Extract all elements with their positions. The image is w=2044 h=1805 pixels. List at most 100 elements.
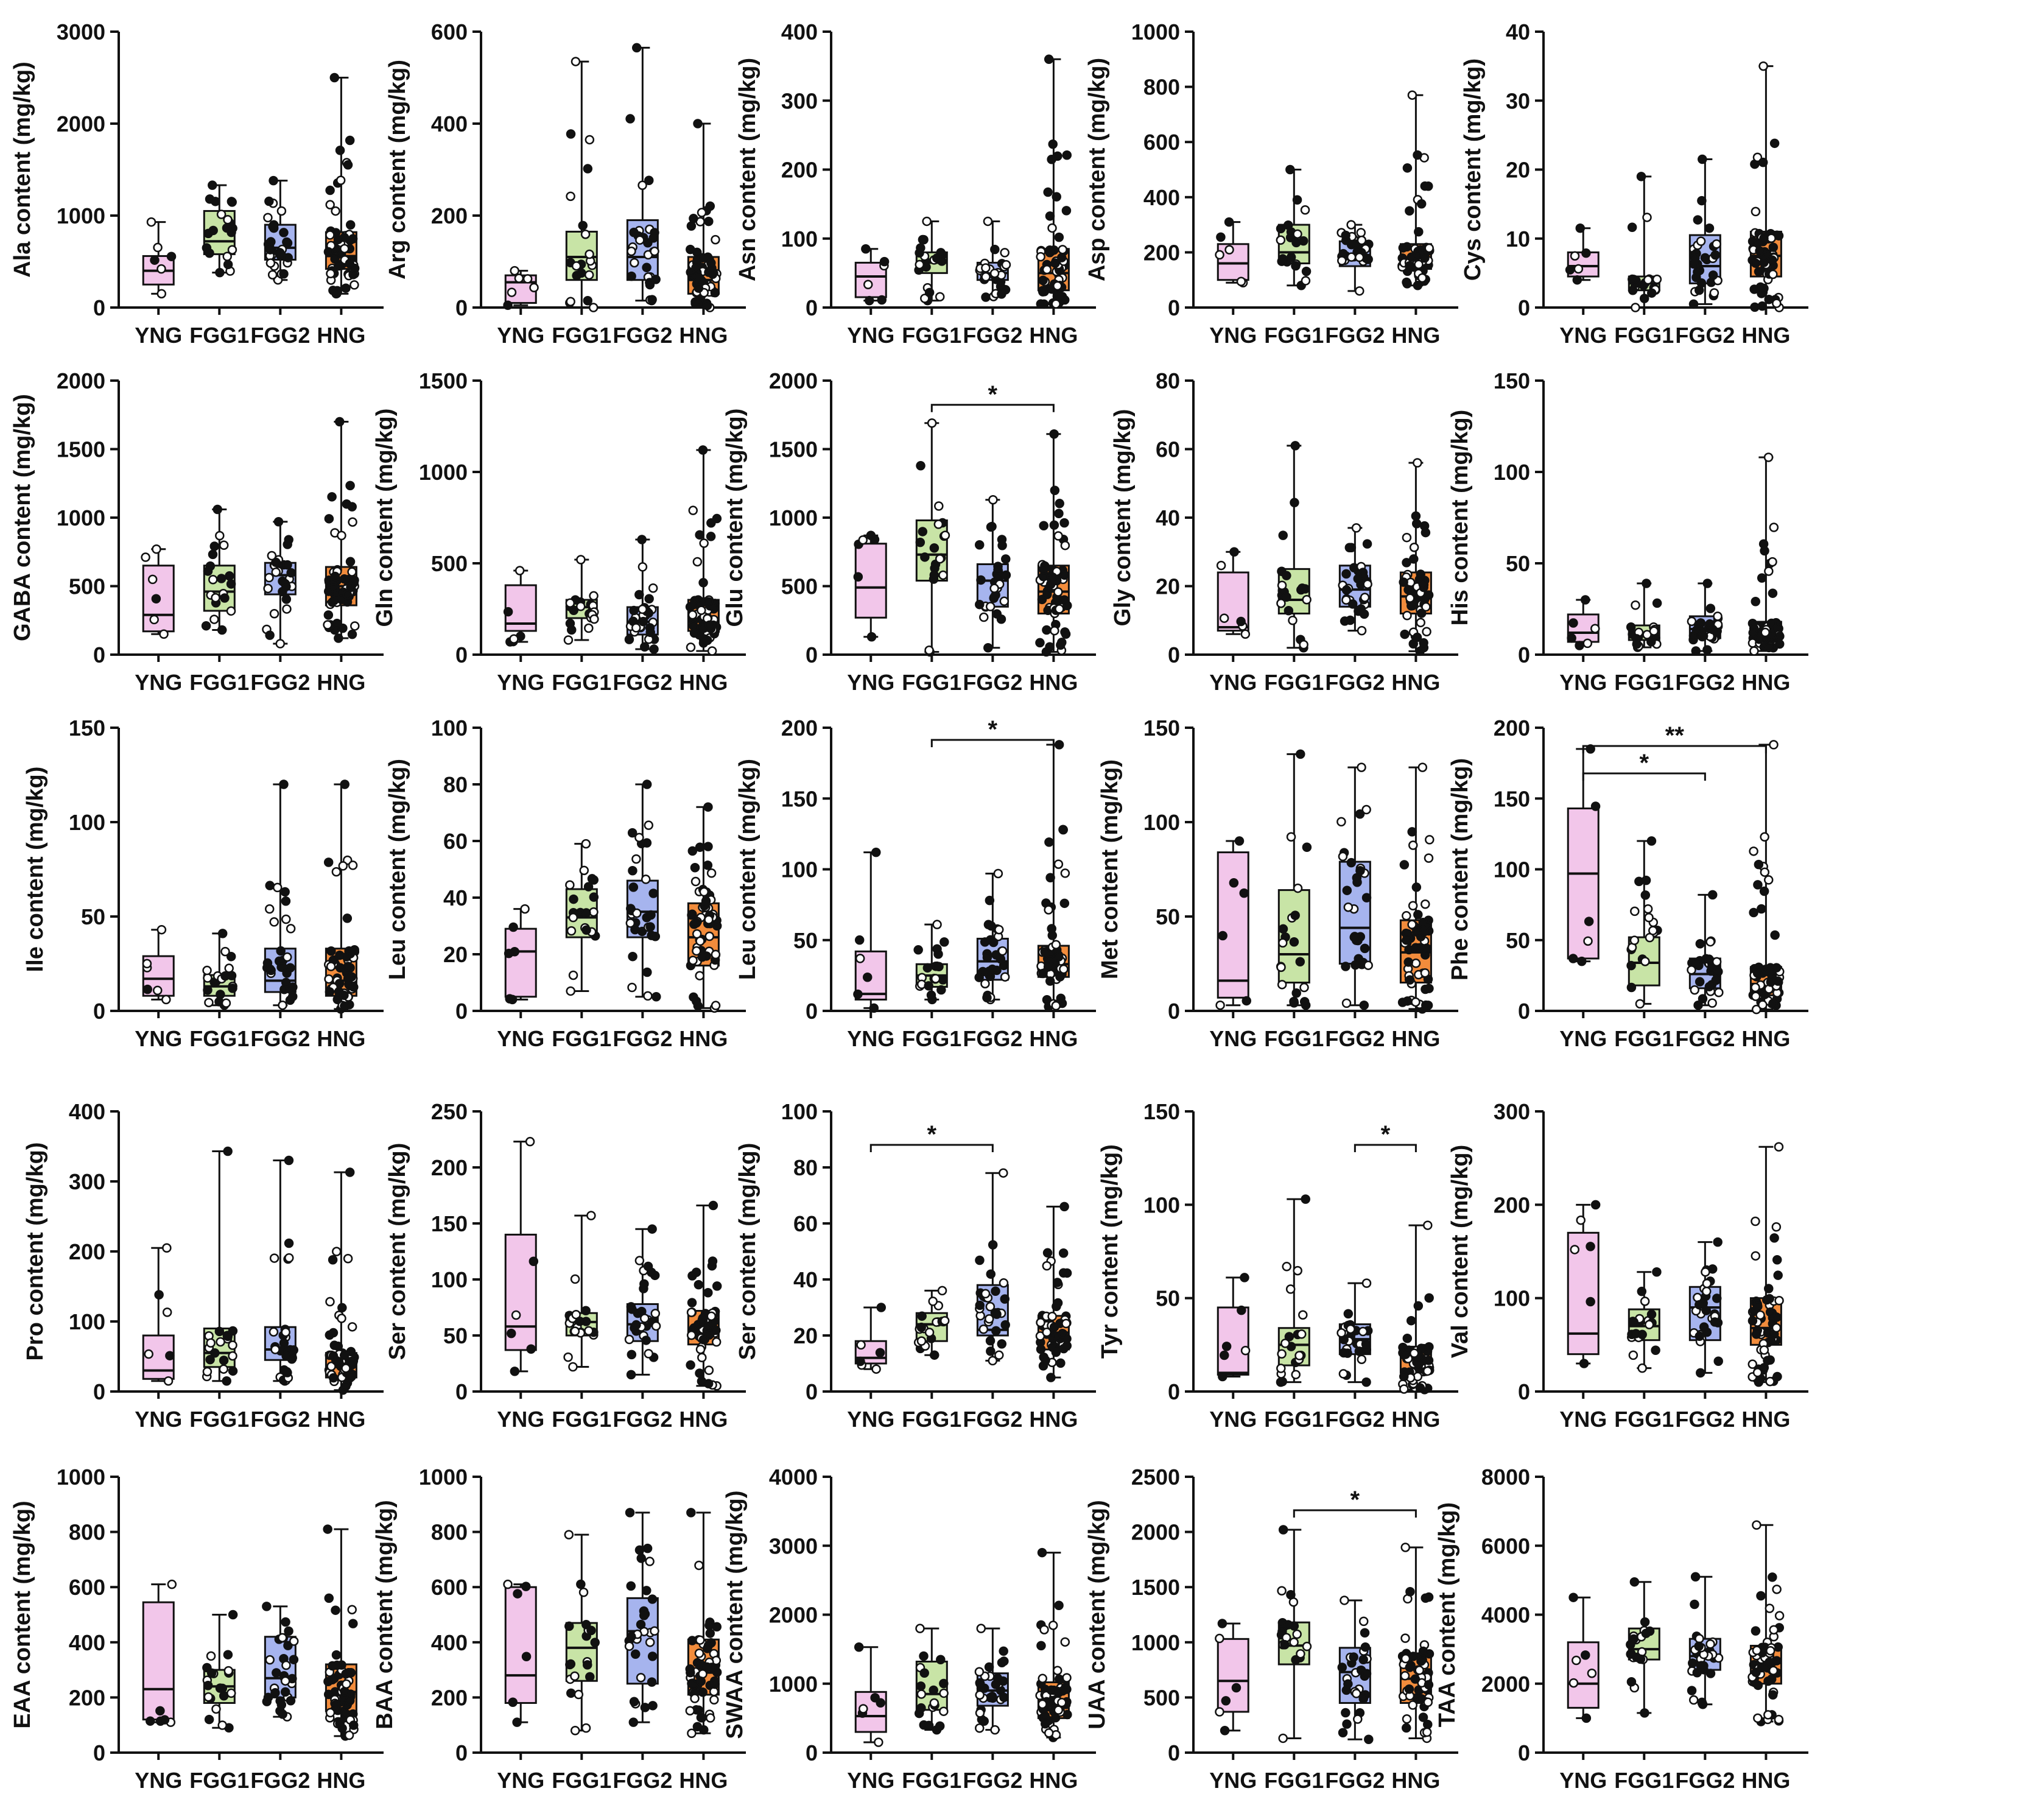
data-point: [1057, 1698, 1067, 1708]
data-point: [916, 1689, 927, 1699]
data-point: [584, 1326, 594, 1336]
data-point: [986, 1269, 996, 1279]
y-tick-label: 800: [1143, 75, 1180, 100]
data-point: [704, 931, 714, 941]
x-tick-label: FGG2: [963, 1026, 1022, 1051]
data-point: [1693, 1000, 1703, 1010]
x-tick-label: FGG1: [189, 1407, 249, 1432]
data-point: [1713, 1237, 1723, 1247]
y-tick-label: 6000: [1481, 1533, 1530, 1558]
y-tick-label: 100: [431, 716, 468, 741]
data-point: [1058, 245, 1067, 255]
data-point: [1299, 982, 1309, 993]
data-point: [915, 248, 924, 258]
data-point: [341, 1381, 351, 1391]
data-point: [526, 1344, 536, 1354]
data-point: [1765, 1657, 1774, 1667]
data-point: [625, 114, 635, 124]
y-tick-label: 150: [1143, 716, 1180, 741]
data-point: [636, 1553, 647, 1563]
data-point: [324, 1593, 334, 1603]
data-point: [1568, 1678, 1579, 1688]
data-point: [1037, 1547, 1047, 1558]
data-point: [690, 298, 700, 309]
data-point: [1575, 223, 1586, 233]
data-point: [1652, 274, 1662, 284]
data-point: [975, 1300, 985, 1311]
data-point: [685, 1664, 695, 1674]
data-point: [1276, 223, 1286, 234]
data-point: [704, 915, 714, 924]
data-point: [1402, 558, 1411, 568]
data-point: [1293, 883, 1303, 893]
data-point: [1421, 602, 1431, 612]
y-tick-label: 200: [1494, 1192, 1530, 1217]
data-point: [1627, 222, 1637, 232]
data-point: [1754, 859, 1764, 870]
data-point: [940, 530, 950, 540]
data-point: [1418, 1712, 1428, 1722]
data-point: [695, 971, 704, 980]
y-tick-label: 200: [1143, 240, 1180, 265]
data-point: [1763, 452, 1774, 462]
data-point: [1053, 531, 1063, 541]
data-point: [1408, 600, 1417, 611]
data-point: [1705, 603, 1716, 613]
data-point: [984, 1662, 994, 1672]
data-point: [648, 1701, 658, 1711]
data-point: [345, 259, 355, 269]
data-point: [1000, 1294, 1010, 1304]
data-point: [647, 295, 657, 304]
data-point: [147, 574, 158, 585]
data-point: [629, 1697, 639, 1707]
data-point: [939, 1316, 950, 1326]
data-point: [689, 628, 700, 638]
x-tick-label: FGG1: [902, 1407, 961, 1432]
data-point: [1753, 880, 1763, 890]
data-point: [503, 607, 513, 617]
data-point: [939, 1678, 949, 1689]
data-point: [1414, 1666, 1424, 1675]
data-point: [1278, 938, 1288, 948]
data-point: [1042, 589, 1052, 599]
data-point: [1342, 1719, 1352, 1729]
data-point: [563, 1352, 573, 1362]
y-tick-label: 100: [1494, 857, 1530, 882]
data-point: [578, 220, 588, 231]
data-point: [1036, 1344, 1046, 1354]
data-point: [1302, 1641, 1312, 1652]
data-point: [520, 904, 530, 914]
data-point: [647, 1224, 657, 1234]
data-point: [1651, 1345, 1660, 1356]
data-point: [1000, 1320, 1010, 1330]
data-point: [1337, 1662, 1347, 1672]
data-point: [1290, 498, 1299, 508]
data-point: [1397, 997, 1408, 1007]
data-point: [1276, 962, 1286, 973]
data-point: [1747, 1316, 1758, 1326]
data-point: [281, 594, 292, 604]
data-point: [1422, 1366, 1433, 1376]
data-point: [1216, 232, 1226, 242]
data-point: [1054, 1600, 1064, 1611]
data-point: [1766, 618, 1777, 628]
data-point: [217, 1720, 227, 1730]
data-point: [1413, 150, 1422, 160]
data-point: [686, 244, 695, 255]
data-point: [916, 1703, 926, 1713]
data-point: [1416, 1656, 1426, 1666]
data-point: [1639, 294, 1649, 303]
data-point: [1399, 1371, 1409, 1382]
data-point: [1236, 276, 1246, 286]
data-point: [1240, 629, 1251, 639]
data-point: [1765, 1603, 1775, 1613]
x-tick-label: YNG: [497, 1768, 544, 1793]
data-point: [1056, 253, 1067, 262]
data-point: [1424, 590, 1434, 600]
data-point: [1416, 943, 1426, 953]
data-point: [695, 936, 705, 946]
data-point: [706, 1311, 717, 1321]
significance-label: *: [927, 1121, 937, 1148]
data-point: [1059, 898, 1070, 909]
